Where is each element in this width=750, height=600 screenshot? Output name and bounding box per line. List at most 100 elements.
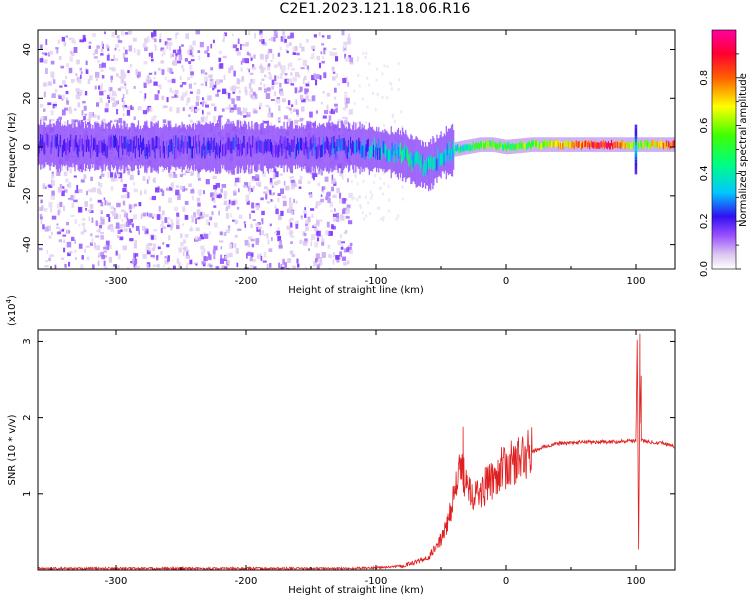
- spectrogram-speckle: [189, 45, 193, 50]
- spectrogram-ridge-core: [407, 148, 409, 161]
- spectrogram-speckle: [260, 63, 263, 68]
- spectrogram-ridge-core: [159, 145, 161, 158]
- spectrogram-speckle: [255, 223, 260, 227]
- spectrogram-speckle: [115, 250, 118, 256]
- spectrogram-speckle: [323, 110, 329, 115]
- spectrogram-speckle: [311, 53, 315, 59]
- spectrogram-speckle: [161, 220, 164, 225]
- spectrogram-speckle: [135, 253, 139, 257]
- spectrogram-speckle: [304, 207, 306, 211]
- spectrogram-speckle: [323, 72, 327, 79]
- spectrogram-ridge-core: [258, 139, 260, 152]
- spectrogram-speckle: [313, 228, 318, 231]
- spectrogram-ridge-core: [351, 143, 353, 156]
- spectrogram-speckle: [75, 73, 78, 76]
- spectrogram-speckle: [198, 55, 201, 61]
- spectrogram-ridge-core: [586, 140, 588, 147]
- spectrogram-ridge-core: [528, 140, 531, 147]
- spectrogram-ridge-core: [667, 143, 669, 150]
- spectrogram-speckle: [359, 204, 362, 208]
- spectrogram-speckle: [345, 229, 348, 234]
- spectrogram-speckle: [124, 194, 129, 199]
- spectrogram-speckle: [335, 56, 339, 62]
- spectrogram-speckle: [286, 44, 289, 48]
- spectrogram-speckle: [190, 47, 194, 50]
- spectrogram-speckle: [287, 64, 290, 70]
- spectrogram-ridge-core: [656, 141, 659, 148]
- spectrogram-speckle: [168, 44, 171, 51]
- spectrogram-spike: [634, 153, 638, 157]
- spectrogram-speckle: [322, 167, 327, 171]
- spectrogram-speckle: [100, 53, 104, 56]
- spectrogram-speckle: [281, 195, 287, 199]
- spectrogram-speckle: [309, 111, 313, 118]
- spectrogram-speckle: [174, 89, 179, 94]
- spectrogram-speckle: [220, 246, 223, 250]
- spectrogram-ridge-core: [200, 141, 202, 154]
- spectrogram-ridge-core: [453, 140, 455, 153]
- spectrogram-speckle: [344, 56, 350, 62]
- spectrogram-speckle: [397, 61, 400, 65]
- spectrogram-speckle: [368, 212, 371, 215]
- spectrogram-speckle: [351, 197, 354, 201]
- spectrogram-speckle: [305, 266, 307, 269]
- spectrogram-speckle: [191, 217, 195, 223]
- spectrogram-ridge-core: [377, 147, 379, 160]
- spectrogram-speckle: [133, 203, 137, 207]
- spectrogram-speckle: [96, 229, 99, 233]
- spectrogram-speckle: [80, 71, 83, 75]
- spectrogram-speckle: [316, 230, 321, 237]
- colorbar-tick-label: 0.4: [699, 165, 710, 181]
- spectrogram-speckle: [123, 228, 128, 232]
- spectrogram-speckle: [290, 109, 293, 114]
- spectrogram-ridge-core: [346, 146, 349, 159]
- spectrogram-speckle: [345, 207, 350, 214]
- spectrogram-speckle: [99, 182, 103, 188]
- spectrogram-ridge-core: [386, 149, 388, 162]
- spectrogram-ridge-core: [591, 140, 593, 147]
- spectrogram-speckle: [155, 187, 160, 193]
- spectrogram-ridge-core: [172, 142, 174, 155]
- spectrogram-speckle: [118, 118, 123, 124]
- spectrogram-speckle: [101, 62, 106, 68]
- spectrogram-speckle: [331, 66, 335, 71]
- spectrogram-speckle: [296, 113, 300, 117]
- spectrogram-ridge-core: [618, 140, 620, 147]
- spectrogram-ridge-core: [272, 144, 274, 157]
- spectrogram-ridge-core: [240, 144, 243, 157]
- spectrogram-speckle: [200, 102, 202, 105]
- spectrogram-speckle: [147, 242, 153, 247]
- spectrogram-ridge-core: [65, 142, 67, 155]
- spectrogram-ridge-core: [573, 142, 575, 149]
- spectrogram-speckle: [334, 103, 338, 107]
- spectrogram-ridge-core: [162, 141, 165, 154]
- spectrogram-speckle: [209, 264, 213, 267]
- spectrogram-speckle: [347, 81, 350, 87]
- spectrogram-speckle: [98, 85, 101, 90]
- spectrogram-speckle: [249, 213, 251, 219]
- spectrogram-speckle: [304, 88, 308, 95]
- spectrogram-ridge-core: [255, 138, 257, 151]
- spectrogram-speckle: [178, 262, 181, 269]
- spectrogram-speckle: [218, 57, 222, 62]
- spectrogram-ridge-core: [460, 145, 462, 152]
- spectrogram-ridge-core: [548, 141, 550, 149]
- spectrogram-ridge-core: [202, 143, 204, 156]
- spectrogram-ridge-core: [104, 143, 106, 156]
- snr-y-tick-label: 1: [22, 491, 33, 497]
- spectrogram-ridge-core: [622, 141, 624, 148]
- spectrogram-speckle: [173, 174, 178, 178]
- spectrogram-ridge-core: [653, 139, 655, 147]
- spectrogram-speckle: [196, 197, 201, 202]
- spectrogram-ridge-core: [47, 135, 49, 148]
- spectrogram-speckle: [335, 73, 338, 79]
- spectrogram-speckle: [107, 94, 111, 99]
- spectrogram-speckle: [114, 58, 119, 61]
- spectrogram-ridge-core: [668, 141, 670, 148]
- spectrogram-speckle: [98, 181, 101, 186]
- spectrogram-speckle: [397, 214, 400, 218]
- spectrogram-speckle: [295, 71, 299, 77]
- spectrogram-ridge-core: [483, 143, 485, 150]
- spectrogram-speckle: [400, 110, 403, 114]
- spectrogram-ridge-core: [546, 141, 548, 148]
